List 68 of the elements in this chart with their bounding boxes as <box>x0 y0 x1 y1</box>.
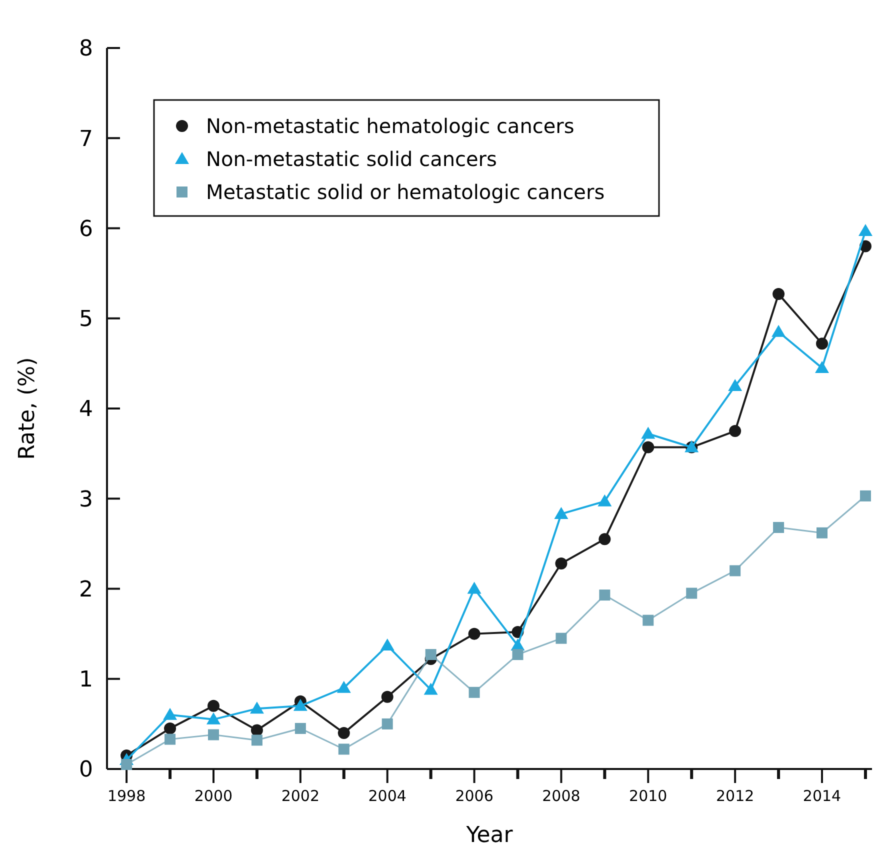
point <box>164 734 176 745</box>
point <box>338 744 350 755</box>
point <box>251 734 262 746</box>
point <box>208 729 219 740</box>
point <box>382 718 393 730</box>
y-tick-label: 8 <box>79 36 93 62</box>
point <box>641 426 656 439</box>
point <box>381 690 394 703</box>
point <box>121 758 132 770</box>
legend-label: Non-metastatic solid cancers <box>206 147 497 171</box>
x-tick-label: 2012 <box>716 787 754 805</box>
point <box>729 425 742 438</box>
point <box>512 649 524 660</box>
y-tick-label: 3 <box>79 487 93 512</box>
point <box>816 338 828 350</box>
y-tick-label: 5 <box>79 307 93 332</box>
point <box>858 224 872 236</box>
legend-label: Metastatic solid or hematologic cancers <box>206 180 605 204</box>
point <box>598 533 611 546</box>
point <box>164 722 176 734</box>
point <box>424 682 438 695</box>
point <box>730 565 741 576</box>
point <box>642 441 654 454</box>
x-tick-label: 2008 <box>542 787 580 805</box>
point <box>728 378 742 391</box>
point <box>599 590 610 601</box>
point <box>598 494 612 506</box>
point <box>555 558 568 570</box>
point <box>207 700 220 712</box>
y-tick-label: 2 <box>79 577 93 602</box>
point <box>467 582 482 594</box>
x-tick-label: 2006 <box>455 787 494 805</box>
legend-label: Non-metastatic hematologic cancers <box>206 114 574 138</box>
point <box>773 522 784 533</box>
point <box>425 649 436 660</box>
point <box>293 698 308 711</box>
point <box>686 588 698 599</box>
point <box>860 490 871 502</box>
point <box>642 614 654 626</box>
point <box>468 686 480 698</box>
point <box>556 632 567 644</box>
x-tick-label: 2014 <box>802 787 842 805</box>
point <box>816 527 828 538</box>
x-axis-title: Year <box>465 823 514 848</box>
x-tick-label: 2002 <box>281 787 320 805</box>
x-tick-label: 1998 <box>107 787 146 805</box>
y-tick-label: 7 <box>79 126 93 152</box>
point <box>250 702 264 714</box>
point <box>250 724 263 736</box>
x-tick-label: 2010 <box>629 787 668 805</box>
y-tick-label: 1 <box>79 668 93 693</box>
point <box>338 726 350 739</box>
y-tick-label: 6 <box>79 216 93 242</box>
y-tick-label: 0 <box>79 758 93 783</box>
point <box>468 628 480 640</box>
point <box>772 288 785 300</box>
point <box>772 324 786 337</box>
point <box>163 708 178 720</box>
x-tick-label: 2004 <box>368 787 406 805</box>
y-axis-title: Rate, (%) <box>15 357 40 460</box>
point <box>336 680 351 693</box>
x-tick-label: 2000 <box>194 787 233 805</box>
y-tick-label: 4 <box>79 397 93 422</box>
point <box>554 506 568 519</box>
point <box>294 722 306 734</box>
point <box>815 360 830 373</box>
point <box>380 638 394 651</box>
point <box>206 712 220 724</box>
